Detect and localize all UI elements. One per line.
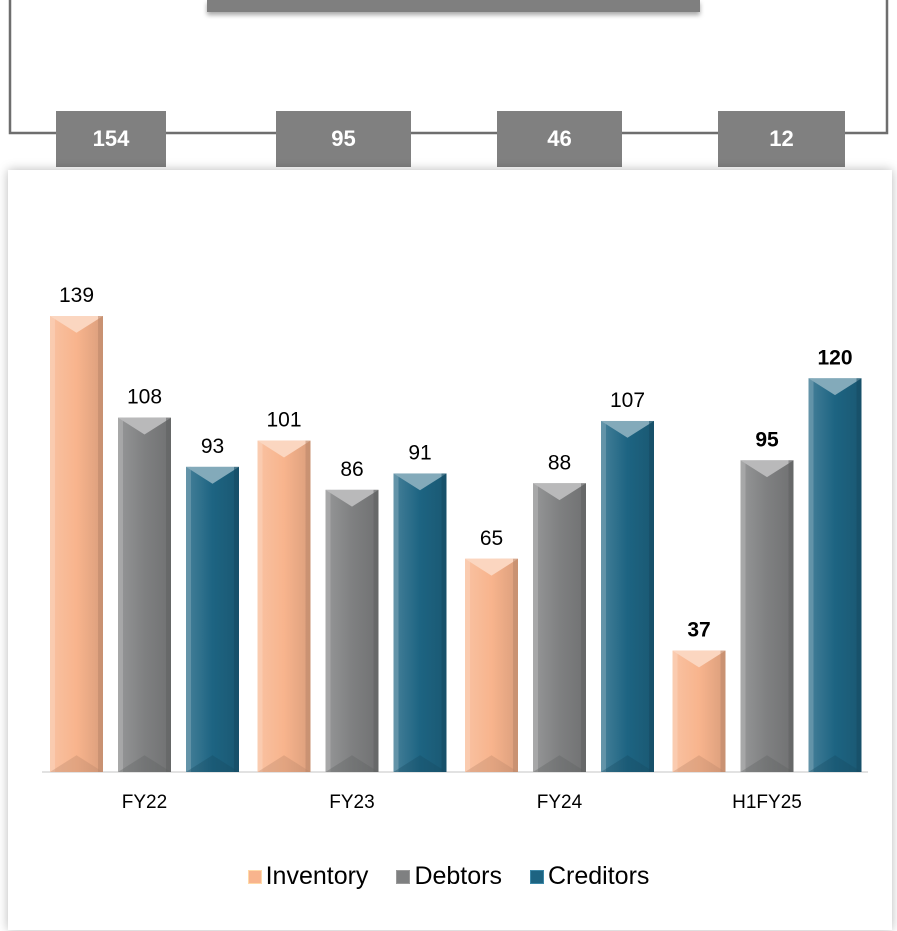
chart-legend: Inventory Debtors Creditors [0, 862, 897, 891]
legend-swatch-debtors [396, 869, 411, 884]
bar-debtors-fy23 [325, 489, 379, 772]
summary-box-fy24: 46 [497, 111, 622, 167]
data-label-inventory-fy23: 101 [266, 409, 301, 432]
data-label-creditors-fy24: 107 [610, 389, 645, 412]
data-label-debtors-fy23: 86 [340, 458, 363, 481]
legend-item-debtors: Debtors [396, 862, 502, 891]
data-label-inventory-h1fy25: 37 [687, 619, 710, 642]
data-label-creditors-fy22: 93 [201, 435, 224, 458]
bar-creditors-h1fy25 [808, 378, 862, 772]
data-label-inventory-fy22: 139 [59, 284, 94, 307]
data-label-debtors-fy22: 108 [127, 386, 162, 409]
bar-creditors-fy22 [186, 466, 239, 772]
x-tick-label-fy23: FY23 [329, 792, 374, 813]
legend-label-debtors: Debtors [414, 862, 502, 890]
summary-box-fy22: 154 [56, 111, 166, 167]
bar-inventory-fy24 [465, 558, 518, 772]
bar-debtors-fy22 [118, 417, 171, 772]
data-label-creditors-fy23: 91 [408, 441, 431, 464]
connector-lines [8, 0, 889, 135]
data-label-creditors-h1fy25: 120 [817, 346, 852, 369]
bar-creditors-fy23 [393, 473, 447, 772]
data-label-debtors-fy24: 88 [548, 451, 571, 474]
bar-inventory-fy23 [257, 440, 311, 772]
legend-item-inventory: Inventory [247, 862, 369, 891]
x-tick-label-fy22: FY22 [122, 792, 167, 813]
legend-swatch-creditors [529, 869, 544, 884]
summary-box-h1fy25: 12 [718, 111, 845, 167]
legend-swatch-inventory [247, 869, 262, 884]
legend-label-inventory: Inventory [265, 862, 369, 890]
bar-debtors-fy24 [533, 483, 586, 772]
bar-inventory-fy22 [50, 316, 103, 772]
legend-item-creditors: Creditors [529, 862, 650, 891]
x-tick-label-h1fy25: H1FY25 [732, 792, 802, 813]
summary-box-fy23: 95 [276, 111, 411, 167]
legend-label-creditors: Creditors [547, 862, 650, 890]
bar-creditors-fy24 [601, 420, 654, 772]
bar-inventory-h1fy25 [672, 650, 726, 772]
data-label-inventory-fy24: 65 [480, 527, 503, 550]
bar-debtors-h1fy25 [740, 460, 794, 772]
x-tick-label-fy24: FY24 [537, 792, 583, 813]
top-banner [207, 0, 700, 12]
data-label-debtors-h1fy25: 95 [755, 428, 779, 451]
